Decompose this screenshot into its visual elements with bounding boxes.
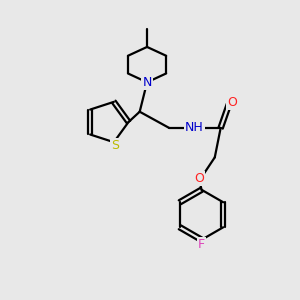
Text: S: S [111, 139, 119, 152]
Text: NH: NH [185, 122, 203, 134]
Text: O: O [194, 172, 204, 185]
Text: N: N [142, 76, 152, 89]
Text: F: F [198, 238, 205, 251]
Text: O: O [227, 95, 237, 109]
